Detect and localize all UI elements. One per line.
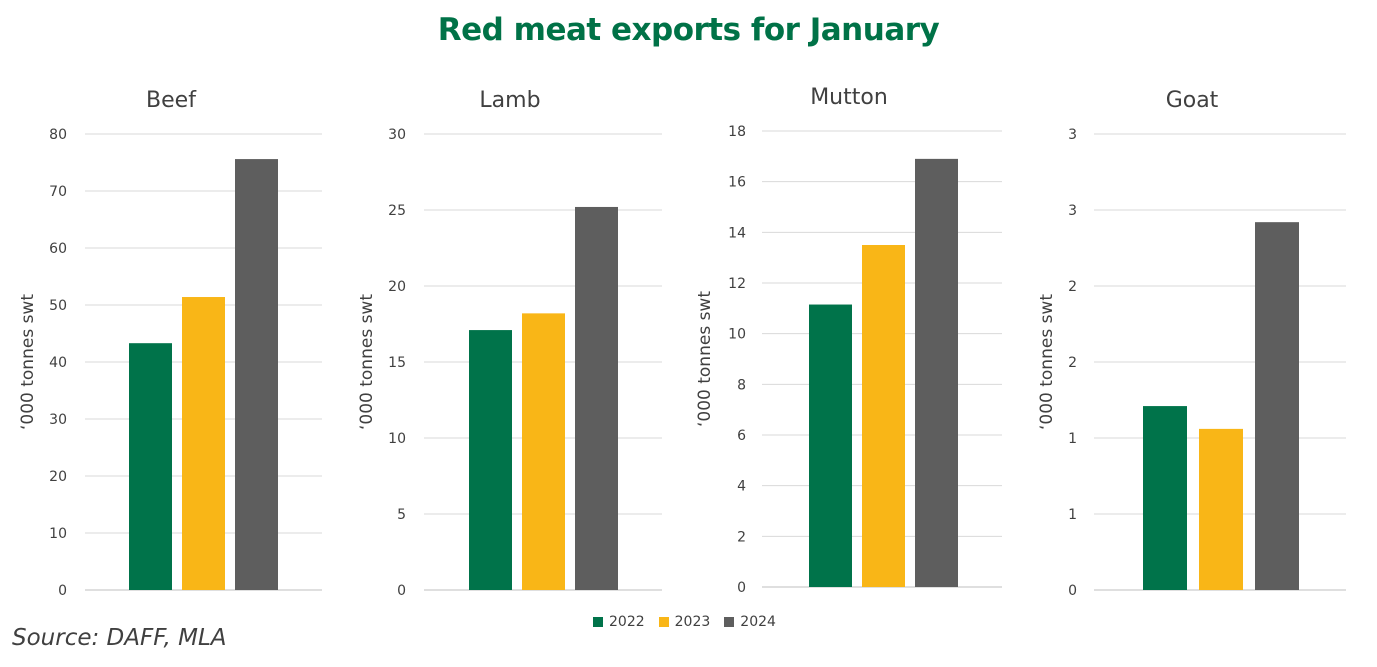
- legend-swatch-2023: [658, 617, 669, 627]
- mutton-tick-label: 12: [728, 276, 746, 292]
- beef-bar-2024: [235, 159, 278, 590]
- lamb-y-axis-label: ‘000 tonnes swt: [357, 294, 377, 430]
- mutton-tick-label: 8: [737, 377, 746, 393]
- legend: 2022 2023 2024: [593, 612, 790, 632]
- mutton-bar-2023: [862, 245, 905, 587]
- beef-tick-label: 0: [58, 583, 67, 599]
- mutton-tick-label: 14: [728, 225, 746, 241]
- mutton-chart-title: Mutton: [810, 85, 888, 110]
- goat-tick-label: 2: [1068, 355, 1077, 371]
- goat-tick-label: 3: [1068, 127, 1077, 143]
- mutton-y-axis-label: ‘000 tonnes swt: [695, 291, 715, 427]
- mutton-tick-label: 2: [737, 529, 746, 545]
- legend-label-2023: 2023: [674, 614, 711, 630]
- goat-chart-title: Goat: [1166, 88, 1219, 113]
- mutton-tick-label: 6: [737, 428, 746, 444]
- beef-chart-title: Beef: [146, 88, 197, 113]
- lamb-bar-2022: [469, 330, 512, 590]
- goat-bar-2023: [1199, 428, 1243, 590]
- beef-tick-label: 70: [49, 184, 67, 200]
- legend-item-2023: 2023: [658, 614, 711, 630]
- goat-tick-label: 0: [1068, 583, 1077, 599]
- beef-tick-label: 40: [49, 355, 67, 371]
- legend-swatch-2022: [593, 617, 603, 627]
- lamb-tick-label: 15: [388, 355, 406, 371]
- lamb-tick-label: 5: [397, 507, 406, 523]
- source-note: Source: DAFF, MLA: [12, 625, 227, 651]
- mutton-bar-2024: [915, 158, 958, 587]
- beef-y-axis-label: ‘000 tonnes swt: [18, 294, 38, 430]
- lamb-tick-label: 0: [397, 583, 406, 599]
- goat-bar-2022: [1143, 406, 1187, 590]
- beef-tick-label: 60: [49, 241, 67, 257]
- beef-tick-label: 10: [49, 526, 67, 542]
- lamb-tick-label: 25: [388, 203, 406, 219]
- mutton-tick-label: 16: [728, 175, 746, 191]
- goat-tick-label: 3: [1068, 203, 1077, 219]
- beef-tick-label: 20: [49, 469, 67, 485]
- legend-label-2024: 2024: [740, 614, 776, 630]
- beef-tick-label: 80: [49, 127, 67, 143]
- chart-title: Red meat exports for January: [437, 12, 940, 48]
- lamb-tick-label: 30: [388, 127, 406, 143]
- beef-tick-label: 50: [49, 298, 67, 314]
- legend-swatch-2024: [724, 617, 735, 627]
- goat-tick-label: 1: [1068, 431, 1077, 447]
- mutton-tick-label: 4: [737, 479, 746, 495]
- lamb-tick-label: 10: [388, 431, 406, 447]
- legend-label-2022: 2022: [609, 614, 645, 630]
- lamb-chart-title: Lamb: [479, 88, 540, 113]
- goat-bar-2024: [1255, 222, 1299, 590]
- mutton-tick-label: 0: [737, 580, 746, 596]
- goat-tick-label: 2: [1068, 279, 1077, 295]
- legend-item-2022: 2022: [593, 614, 645, 630]
- goat-y-axis-label: ‘000 tonnes swt: [1037, 294, 1057, 430]
- lamb-tick-label: 20: [388, 279, 406, 295]
- mutton-bar-2022: [809, 304, 852, 587]
- lamb-bar-2023: [522, 313, 565, 590]
- legend-item-2024: 2024: [724, 614, 776, 630]
- mutton-tick-label: 18: [728, 124, 746, 140]
- beef-tick-label: 30: [49, 412, 67, 428]
- lamb-bar-2024: [575, 206, 618, 590]
- mutton-tick-label: 10: [728, 327, 746, 343]
- beef-bar-2023: [182, 297, 225, 590]
- beef-bar-2022: [129, 343, 172, 590]
- goat-tick-label: 1: [1068, 507, 1077, 523]
